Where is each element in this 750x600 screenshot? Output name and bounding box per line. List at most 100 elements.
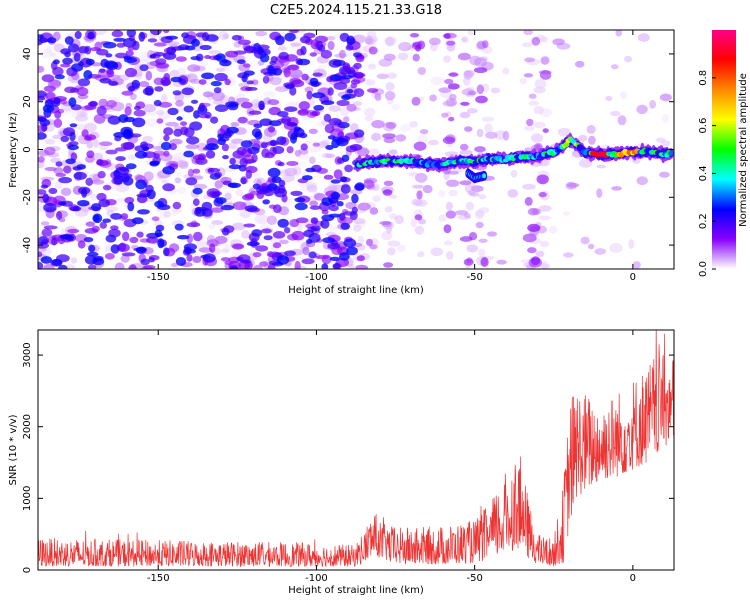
heatmap-cell-519 [463,70,475,78]
heatmap-cell-574 [611,64,619,70]
heatmap-cell-1590 [177,235,190,240]
heatmap-cell-138 [172,208,183,214]
heatmap-cell-310 [417,251,425,258]
heatmap-cell-959 [480,257,489,267]
heatmap-cell-1354 [351,206,358,214]
heatmap-cell-1437 [189,121,203,131]
heatmap-cell-1602 [346,246,358,256]
heatmap-cell-1424 [353,129,365,138]
heatmap-cell-464 [231,222,246,231]
heatmap-cell-1510 [83,237,94,243]
heatmap-cell-1625 [294,202,308,211]
heatmap-cell-522 [325,153,336,158]
heatmap-cell-1288 [207,167,221,173]
heatmap-cell-729 [304,86,314,93]
heatmap-cell-1185 [172,201,182,210]
heatmap-cell-890 [524,196,533,206]
heatmap-cell-1090 [267,126,276,133]
heatmap-cell-405 [411,198,424,206]
heatmap-cell-90 [562,211,571,216]
heatmap-cell-1308 [98,199,111,208]
heatmap-cell-1618 [205,143,219,151]
heatmap-cell-945 [158,101,172,108]
heatmap-cell-884 [106,100,117,108]
snr-panel: -150 -100 -50 0 0 1000 2000 3000 Height of str… [8,329,675,596]
heatmap-cell-1507 [337,121,350,129]
heatmap-cell-229 [609,243,623,253]
heatmap-cell-481 [224,192,232,201]
heatmap-cell-1548 [193,110,200,119]
heatmap-cell-1197 [245,169,252,179]
heatmap-cell-985 [272,242,282,249]
heatmap-cell-983 [53,118,63,128]
heatmap-cell-1276 [299,36,311,44]
heatmap-cell-902 [267,99,280,106]
heatmap-cell-1001 [143,265,156,269]
heatmap-cell-1270 [349,144,363,151]
heatmap-cell-1543 [225,101,239,108]
heatmap-cell-579 [632,261,641,269]
heatmap-cell-1461 [251,229,263,237]
heatmap-cell-1222 [306,90,313,100]
heatmap-cell-901 [187,168,195,177]
heatmap-cell-0 [175,171,183,177]
heatmap-cell-873 [145,70,153,81]
heatmap-cell-266 [521,42,533,48]
heatmap-cell-926 [368,46,378,55]
heatmap-cell-381 [282,174,296,183]
heatmap-cell-1162 [233,50,247,55]
heatmap-cell-1320 [162,183,175,192]
heatmap-cell-1348 [98,68,106,73]
heatmap-cell-1067 [120,213,129,220]
heatmap-cell-1221 [195,157,208,165]
heatmap-cell-1043 [311,110,321,117]
heatmap-cell-157 [49,52,57,57]
x-tick-label: -50 [466,573,482,584]
heatmap-cell-1138 [350,79,361,85]
heatmap-cell-914 [459,236,473,242]
heatmap-cell-1467 [105,53,113,58]
heatmap-cell-622 [528,93,537,99]
heatmap-cell-1030 [85,134,97,141]
heatmap-cell-1505 [194,208,206,217]
heatmap-cell-1622 [135,179,147,190]
heatmap-cell-1410 [258,187,269,192]
heatmap-cell-92 [430,76,445,86]
heatmap-cell-1568 [354,182,365,191]
heatmap-cell-1534 [305,167,316,173]
heatmap-cell-459 [578,134,588,142]
heatmap-cell-1547 [272,68,283,76]
heatmap-cell-949 [163,150,170,157]
snr-frame [37,329,675,571]
heatmap-cell-1086 [125,50,134,57]
heatmap-cell-244 [161,179,170,184]
heatmap-cell-2096 [563,141,570,148]
heatmap-cell-1627 [228,182,241,188]
heatmap-cell-672 [475,221,484,229]
heatmap-cell-960 [104,252,115,260]
heatmap-cell-1202 [243,223,256,228]
snr-y-ticks: 0 1000 2000 3000 [22,342,674,573]
heatmap-cell-226 [475,209,485,217]
heatmap-cell-704 [294,149,302,157]
heatmap-cell-993 [530,256,541,266]
heatmap-cell-1099 [240,101,253,109]
heatmap-cell-838 [44,146,56,156]
heatmap-cell-1639 [330,74,342,82]
heatmap-cell-1242 [353,62,362,70]
heatmap-cell-669 [279,239,289,245]
heatmap-cell-811 [526,118,534,127]
heatmap-cell-1280 [163,134,170,142]
heatmap-cell-1004 [447,83,460,90]
heatmap-cell-755 [169,138,183,145]
heatmap-cell-1184 [70,87,80,93]
heatmap-cell-1612 [267,167,281,178]
heatmap-cell-419 [444,151,459,157]
heatmap-cell-221 [538,215,551,221]
heatmap-cell-1464 [69,131,76,142]
heatmap-cell-217 [533,121,546,129]
heatmap-cell-1533 [275,35,285,46]
heatmap-cell-383 [75,114,89,122]
heatmap-cell-1064 [297,109,309,116]
heatmap-cell-1103 [133,109,146,117]
